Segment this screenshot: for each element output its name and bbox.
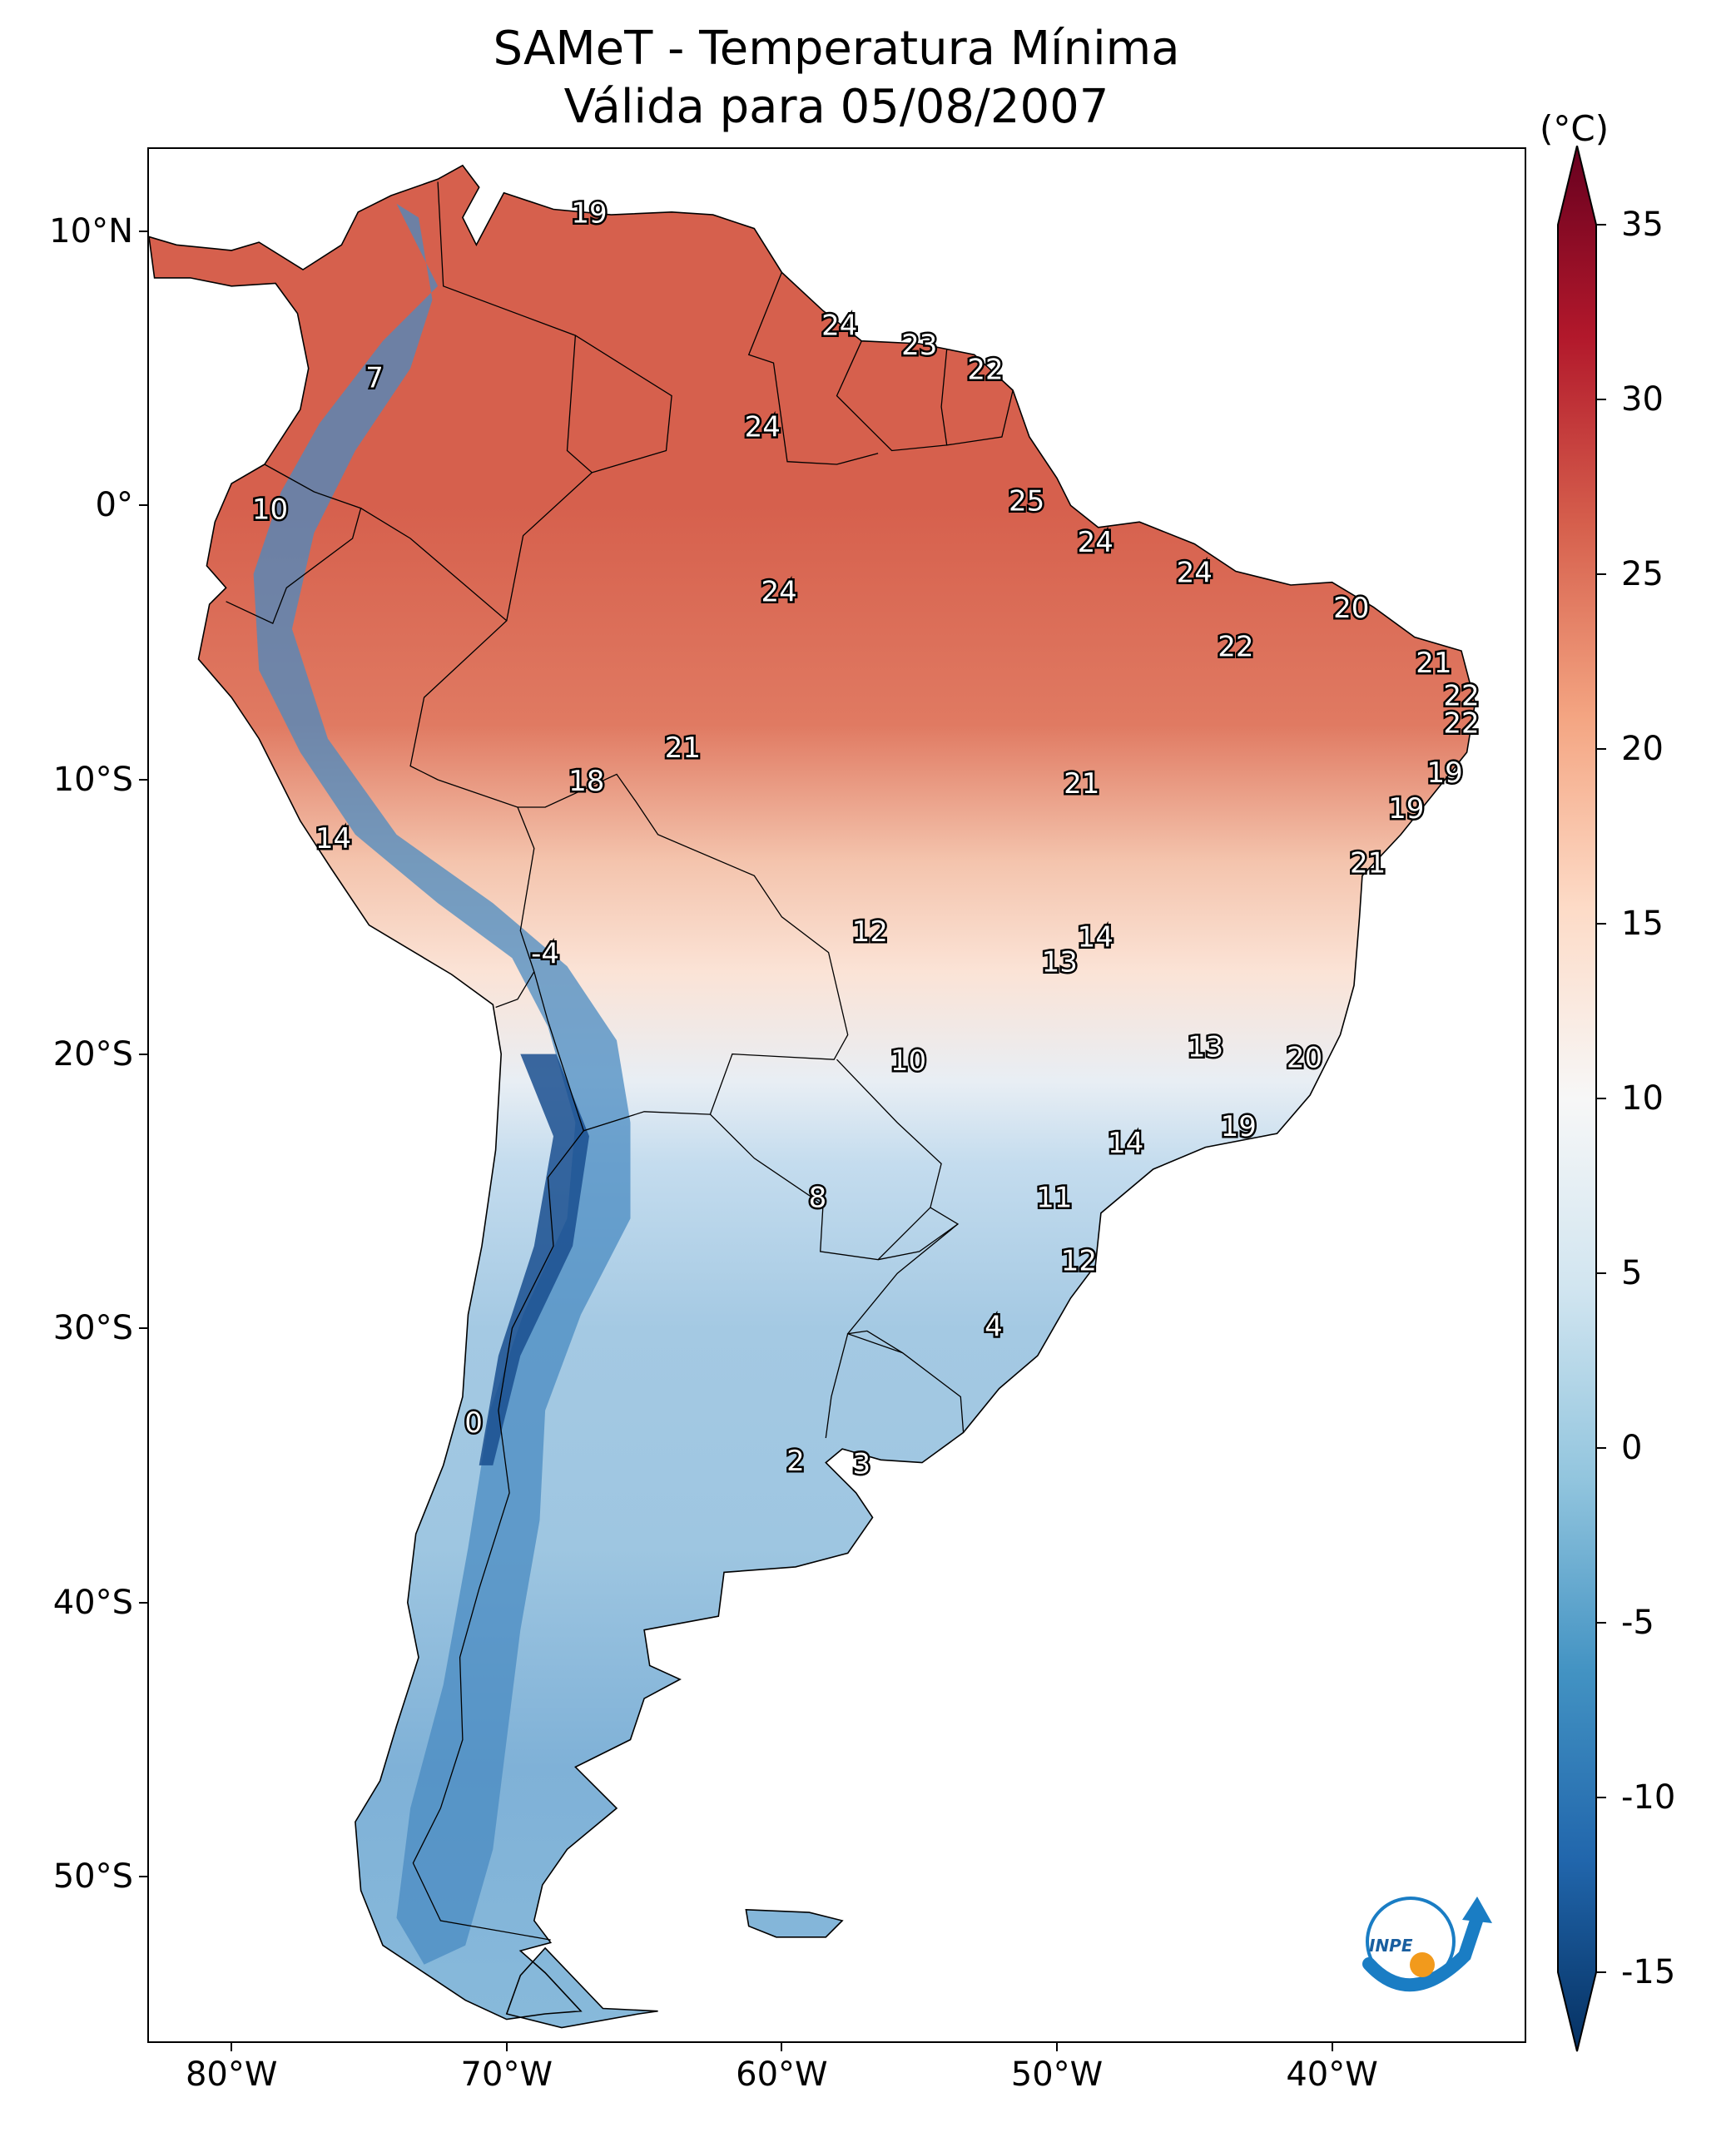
temperature-label: -4 [531,937,559,970]
temperature-label: 21 [1350,847,1386,880]
y-tick-mark [139,1327,147,1330]
temperature-label: 13 [1188,1031,1223,1064]
colorbar-tick-label: 25 [1621,555,1664,593]
temperature-label: 19 [1426,756,1462,790]
temperature-label: 23 [901,329,937,362]
colorbar-tick-label: 0 [1621,1429,1643,1467]
temperature-label: 2 [786,1445,805,1478]
temperature-label: 11 [1036,1182,1072,1215]
temperature-label: 20 [1333,592,1369,625]
temperature-label: 19 [1388,792,1424,826]
temperature-label: 8 [809,1182,827,1215]
temperature-label: 21 [665,731,701,765]
temperature-label: 24 [745,411,781,444]
temperature-label: 24 [1078,526,1114,559]
y-tick-label: 50°S [52,1857,133,1897]
x-tick-label: 80°W [185,2055,278,2094]
colorbar-tick-label: 15 [1621,905,1664,943]
temperature-label: 21 [1064,767,1099,801]
temperature-label: 20 [1287,1042,1322,1075]
temperature-label: 14 [1108,1127,1143,1160]
colorbar [1557,146,1606,2052]
temperature-label: 24 [1177,556,1213,589]
y-tick-label: 10°S [52,761,133,799]
y-tick-mark [139,779,147,781]
temperature-label: 21 [1416,647,1451,680]
temperature-label: 10 [252,493,288,527]
x-tick-label: 40°W [1286,2055,1378,2094]
x-tick-mark [781,2043,783,2051]
temperature-label: 14 [1078,921,1114,955]
y-tick-mark [139,504,147,507]
temperature-label: 0 [464,1406,483,1440]
temperature-label: 4 [985,1311,1003,1344]
x-tick-label: 50°W [1010,2055,1104,2094]
temperature-label: 22 [1443,680,1479,713]
temperature-label: 12 [1061,1245,1097,1278]
x-tick-mark [1331,2043,1333,2051]
colorbar-tick-label: 20 [1621,730,1664,768]
y-tick-label: 20°S [52,1034,133,1074]
temperature-label: 3 [852,1447,870,1480]
colorbar-body [1557,146,1597,2052]
colorbar-tick-label: 5 [1621,1254,1643,1292]
coastline [149,164,1476,2029]
map-subtitle: Válida para 05/08/2007 [563,80,1109,134]
andes-cold-band [253,203,631,1965]
colorbar-tick-label: 10 [1621,1079,1664,1118]
svg-text:INPE: INPE [1369,1936,1413,1956]
y-tick-label: 30°S [52,1309,133,1348]
map-frame: 19 24 23 22 7 24 25 10 24 24 24 20 22 21 22 22 21 19 18 21 1… [147,147,1526,2043]
inpe-logo: INPE [1362,1897,1492,1992]
temperature-label: 19 [571,197,607,231]
temperature-label: 7 [365,361,384,394]
country-borders [226,181,1014,1941]
temperature-label: 18 [568,765,604,798]
temperature-label: 19 [1221,1110,1257,1143]
temperature-label: 22 [967,353,1003,386]
temperature-label: 12 [852,915,888,949]
temperature-label: 13 [1042,945,1078,979]
x-tick-label: 70°W [460,2055,553,2094]
y-tick-mark [139,230,147,232]
colorbar-tick-label: 35 [1621,206,1664,244]
temperature-label: 25 [1009,485,1044,518]
temperature-label: 14 [315,822,351,855]
colorbar-tick-label: -10 [1621,1778,1676,1817]
x-tick-label: 60°W [736,2055,828,2094]
temperature-label: 24 [821,310,857,343]
y-tick-mark [139,1053,147,1055]
temperature-label: 24 [761,575,796,608]
colorbar-unit: (°C) [1540,108,1610,149]
colorbar-tick-label: -5 [1621,1604,1654,1642]
x-tick-mark [231,2043,233,2051]
y-tick-label: 0° [95,486,133,525]
temperature-label: 10 [890,1044,926,1078]
y-tick-label: 10°N [49,211,133,250]
map-title: SAMeT - Temperatura Mínima [493,22,1180,76]
temperature-label: 22 [1443,707,1479,741]
colorbar-tick-label: 30 [1621,380,1664,419]
land-layer [149,165,1476,2028]
x-tick-mark [1055,2043,1058,2051]
y-tick-mark [139,1876,147,1878]
temperature-label: 22 [1218,630,1253,663]
y-tick-label: 40°S [52,1583,133,1622]
x-tick-mark [505,2043,508,2051]
colorbar-tick-label: -15 [1621,1953,1676,1991]
y-tick-mark [139,1601,147,1604]
